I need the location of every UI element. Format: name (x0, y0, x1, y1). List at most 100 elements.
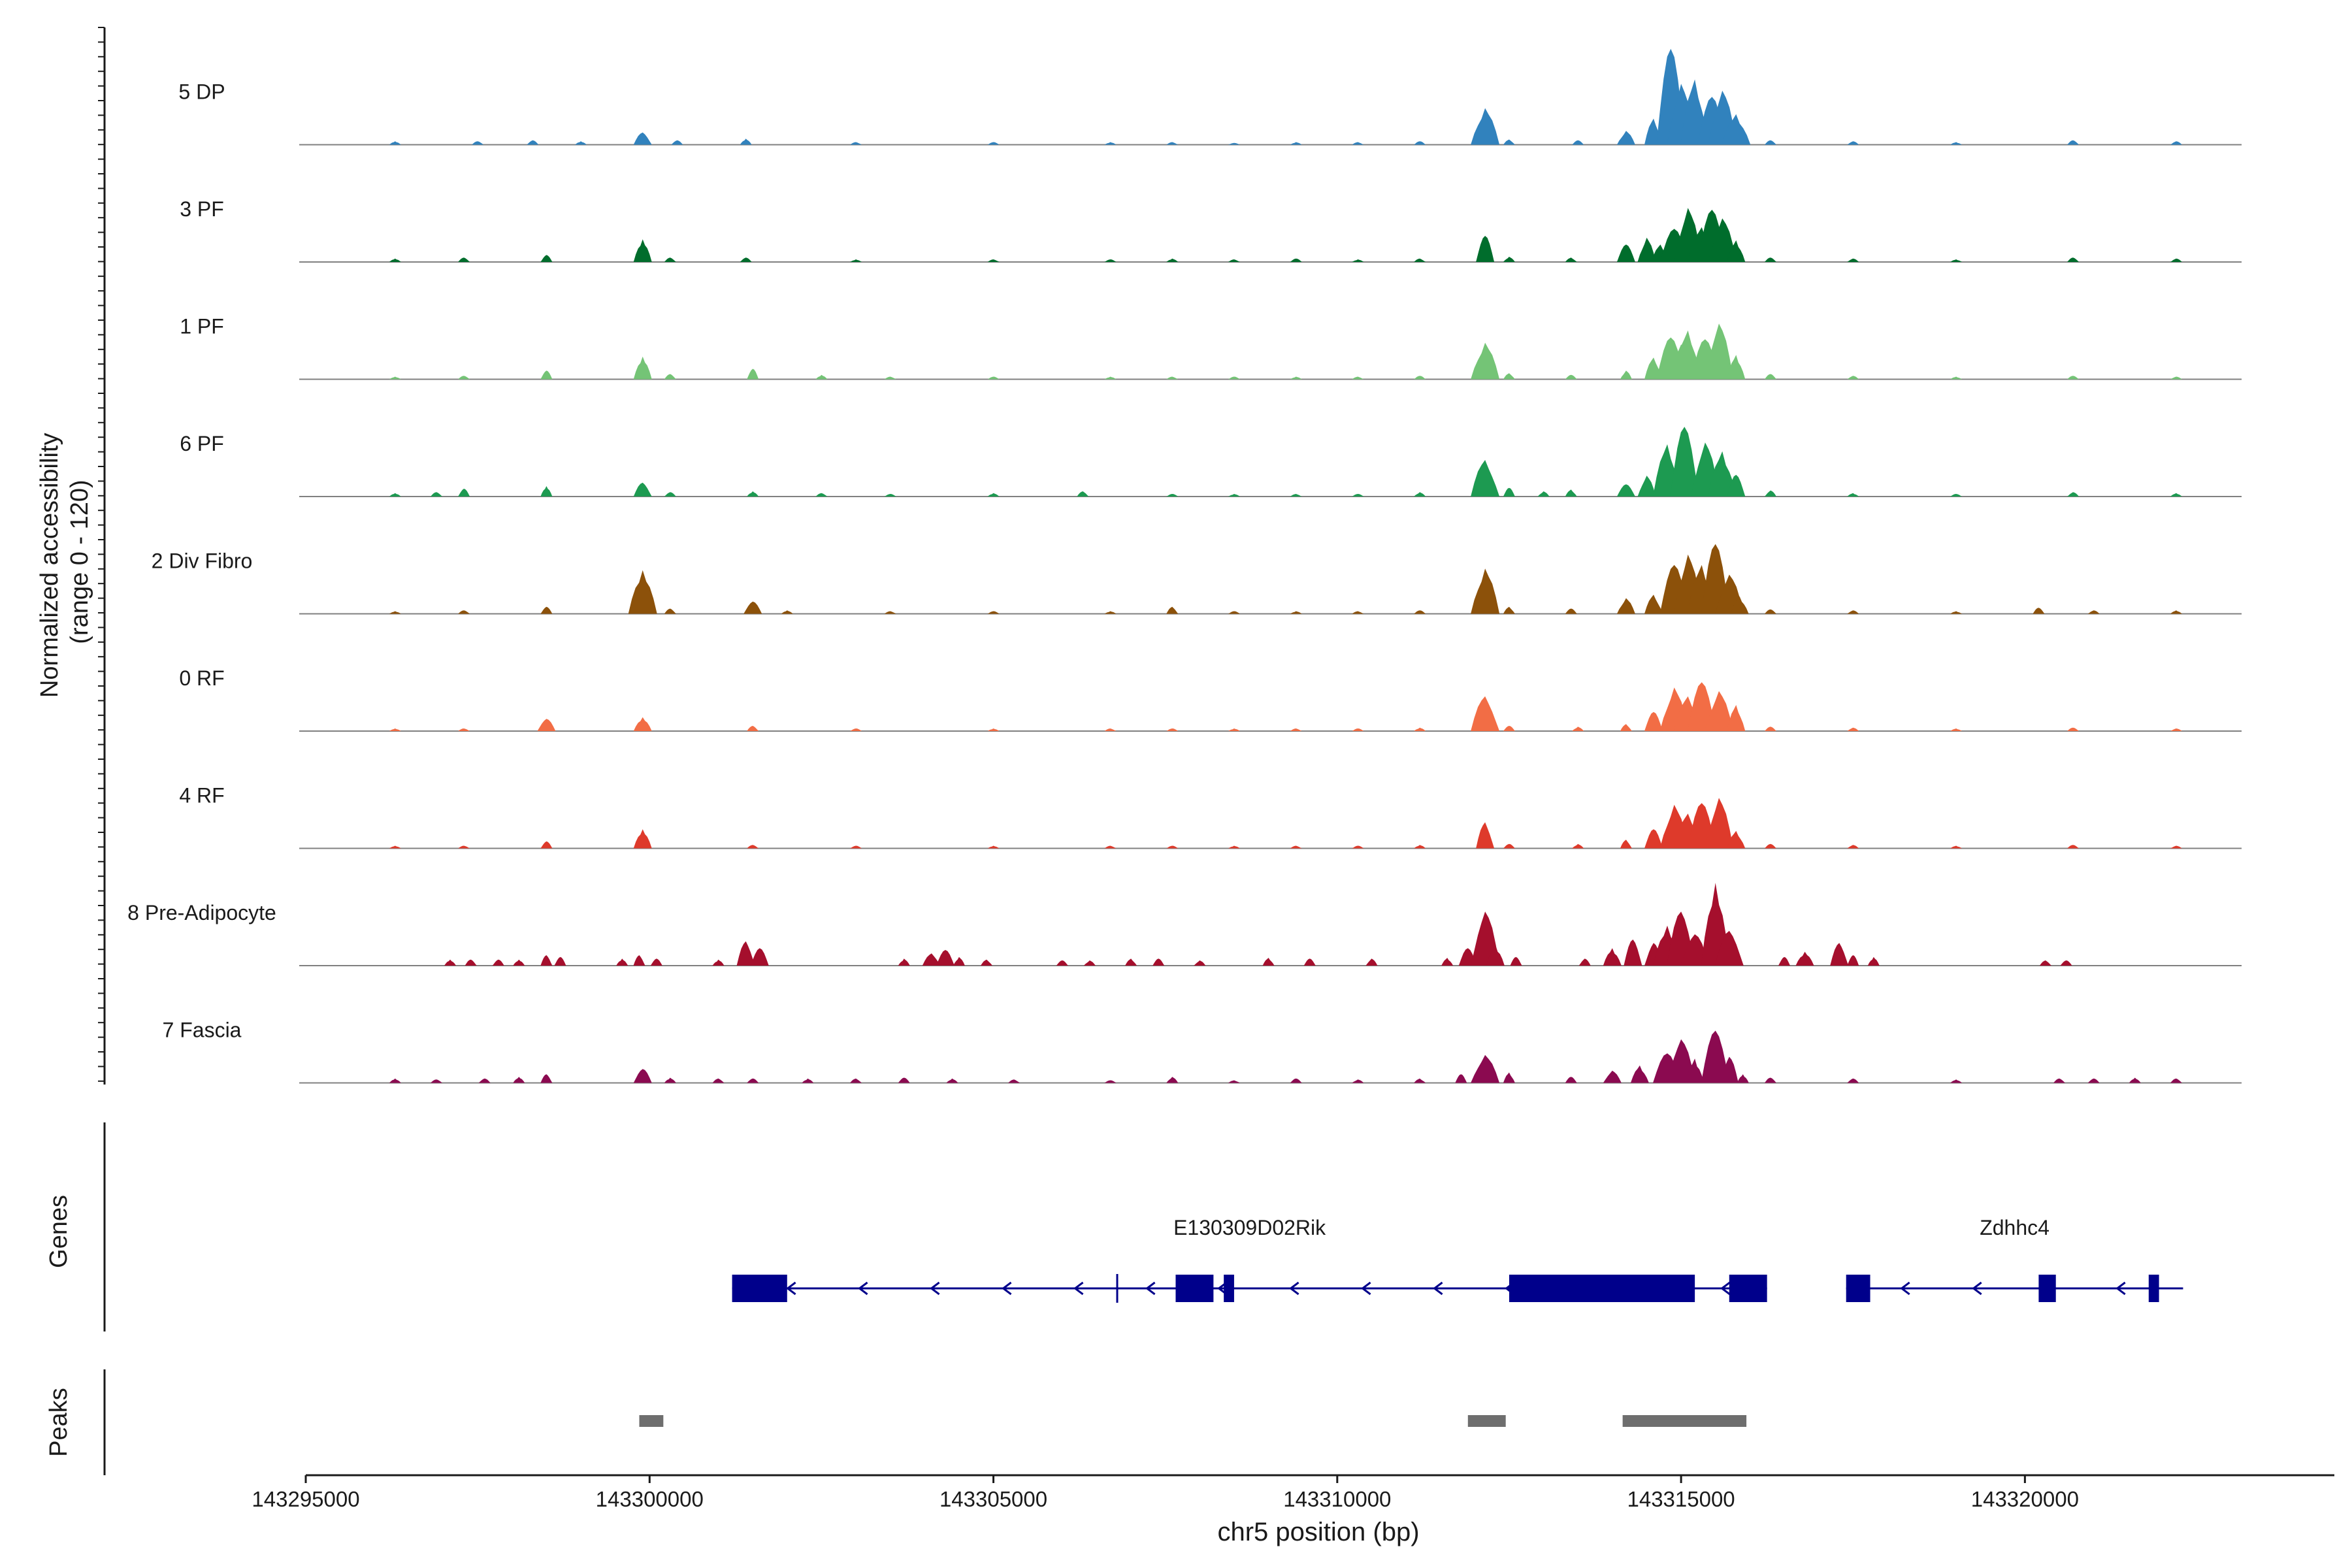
exon (1729, 1275, 1767, 1302)
coverage-peak (1637, 237, 1656, 262)
track-8-pre-adipocyte: 8 Pre-Adipocyte (127, 883, 2242, 966)
coverage-peak (2087, 610, 2100, 614)
coverage-peak (1950, 728, 1963, 731)
coverage-peak (2039, 960, 2051, 966)
coverage-peak (1476, 822, 1495, 849)
coverage-peak (671, 140, 683, 145)
strand-arrow (1289, 1281, 1299, 1296)
coverage-peak (389, 611, 401, 614)
coverage-peak (664, 374, 676, 380)
coverage-peak (1104, 1080, 1117, 1083)
coverage-peak (2067, 376, 2079, 380)
coverage-peak (747, 845, 759, 849)
coverage-peak (1104, 611, 1117, 614)
coverage-peak (540, 486, 553, 497)
track-5-dp: 5 DP (178, 48, 2242, 146)
coverage-peak (465, 959, 477, 966)
coverage-peak (850, 728, 862, 731)
coverage-peak (884, 494, 896, 497)
x-tick-label: 143305000 (939, 1487, 1047, 1511)
coverage-peak (1616, 131, 1635, 145)
exon (1509, 1275, 1695, 1302)
coverage-peak (1624, 939, 1642, 966)
coverage-peak (898, 1077, 910, 1083)
coverage-peak (458, 489, 470, 497)
coverage-peak (2170, 493, 2182, 497)
track-label: 2 Div Fibro (152, 549, 253, 573)
peak-region-track (639, 1415, 1747, 1427)
coverage-peak (1620, 724, 1632, 731)
coverage-peak (389, 258, 401, 262)
coverage-peak (1228, 845, 1240, 849)
coverage-peak (1867, 956, 1880, 966)
coverage-peak (1290, 258, 1302, 262)
exon (2148, 1275, 2159, 1302)
coverage-peak (1352, 142, 1364, 145)
coverage-peak (389, 1078, 401, 1083)
coverage-peak (1705, 323, 1733, 380)
coverage-peak (1620, 840, 1632, 849)
track-1-pf: 1 PF (180, 315, 2242, 380)
coverage-peak (1290, 494, 1302, 497)
track-0-rf: 0 RF (179, 666, 2242, 732)
coverage-peak (1476, 236, 1495, 262)
gene-annotation-track: E130309D02Rik Zdhhc4 (732, 1216, 2183, 1303)
track-2-div-fibro: 2 Div Fibro (152, 544, 2242, 615)
coverage-peak (1290, 142, 1302, 145)
coverage-peak (458, 845, 470, 849)
track-label: 5 DP (178, 80, 225, 104)
x-tick-label: 143300000 (596, 1487, 704, 1511)
track-3-pf: 3 PF (180, 197, 2242, 263)
coverage-peak (1705, 798, 1733, 849)
track-4-rf: 4 RF (179, 784, 2242, 849)
coverage-peak (1950, 494, 1963, 497)
coverage-peak (1603, 948, 1622, 966)
strand-arrow (1972, 1281, 1982, 1296)
coverage-peak (850, 259, 862, 262)
coverage-peak (740, 139, 752, 145)
coverage-peak (1705, 691, 1733, 731)
coverage-peak (1228, 142, 1240, 145)
coverage-peak (1764, 257, 1776, 262)
coverage-peak (1620, 370, 1632, 380)
strand-arrow (2115, 1281, 2126, 1296)
coverage-peak (987, 376, 1000, 380)
strand-arrow (1433, 1281, 1443, 1296)
coverage-peak (1830, 943, 1849, 966)
coverage-peak (540, 255, 553, 262)
x-tick-label: 143310000 (1283, 1487, 1391, 1511)
coverage-peak (1352, 376, 1364, 380)
coverage-peak (540, 841, 553, 849)
coverage-peak (1722, 114, 1751, 145)
strand-arrow (1073, 1281, 1084, 1296)
coverage-peak (1352, 259, 1364, 262)
coverage-peak (1616, 484, 1635, 497)
coverage-peak (1352, 1079, 1364, 1083)
x-tick-label: 143315000 (1627, 1487, 1735, 1511)
coverage-peak (1414, 610, 1426, 614)
genes-track-label: Genes (45, 1195, 73, 1268)
coverage-peak (2053, 1078, 2065, 1083)
coverage-peak (1290, 728, 1302, 731)
coverage-peak (458, 610, 470, 614)
strand-arrow (1145, 1281, 1156, 1296)
coverage-peak (478, 1078, 491, 1083)
track-label: 1 PF (180, 315, 224, 338)
coverage-peak (1764, 843, 1776, 849)
coverage-peak (987, 845, 1000, 849)
coverage-peak (1764, 490, 1776, 497)
coverage-peak (540, 370, 553, 380)
coverage-peak (1352, 728, 1364, 731)
coverage-peak (664, 608, 676, 614)
coverage-peak (575, 141, 587, 145)
coverage-peak (1104, 259, 1117, 262)
coverage-peak (1572, 727, 1584, 731)
coverage-peak (1352, 845, 1364, 849)
coverage-peak (1471, 1054, 1500, 1083)
coverage-peak (633, 239, 652, 262)
coverage-peak (1680, 934, 1710, 966)
coverage-peak (1565, 374, 1577, 380)
coverage-peak (1764, 374, 1776, 380)
coverage-peak (1365, 958, 1378, 966)
coverage-peak (1228, 611, 1240, 614)
